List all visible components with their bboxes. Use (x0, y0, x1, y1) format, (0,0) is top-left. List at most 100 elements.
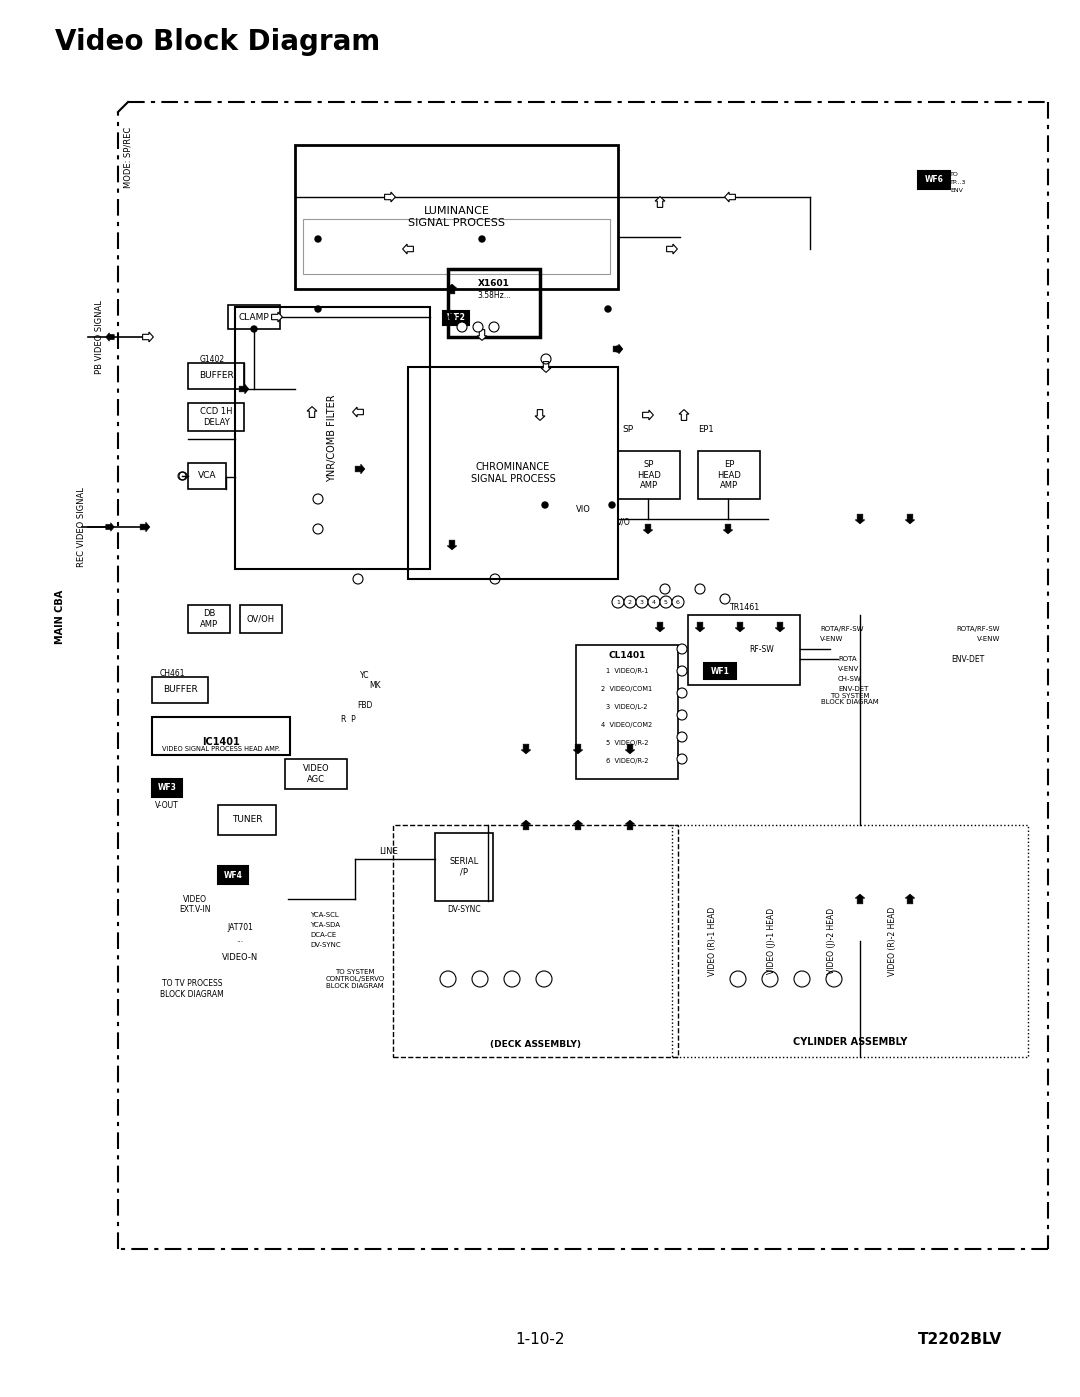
Circle shape (473, 321, 483, 332)
Polygon shape (735, 622, 745, 631)
Polygon shape (643, 411, 653, 420)
Polygon shape (905, 894, 915, 904)
Text: VIDEO-N: VIDEO-N (221, 953, 258, 961)
Circle shape (826, 971, 842, 988)
Text: 1-10-2: 1-10-2 (515, 1331, 565, 1347)
Text: ROTA/RF-SW: ROTA/RF-SW (820, 626, 864, 631)
Bar (152, 717, 291, 754)
Text: EP1: EP1 (698, 425, 714, 433)
Text: FBD: FBD (357, 700, 373, 710)
Circle shape (472, 971, 488, 988)
Circle shape (677, 710, 687, 719)
Text: 3: 3 (640, 599, 644, 605)
Text: 4: 4 (652, 599, 656, 605)
Text: 5: 5 (664, 599, 667, 605)
Polygon shape (541, 362, 551, 373)
Bar (435, 833, 492, 901)
Text: TO: TO (950, 172, 959, 177)
Polygon shape (140, 522, 150, 532)
Polygon shape (656, 622, 665, 631)
Text: CLAMP: CLAMP (239, 313, 269, 321)
Text: VCA: VCA (198, 472, 216, 481)
Text: T2202BLV: T2202BLV (918, 1331, 1002, 1347)
Text: YCA-SCL: YCA-SCL (310, 912, 339, 918)
Text: V-OUT: V-OUT (156, 800, 179, 809)
Polygon shape (625, 820, 635, 830)
Bar (188, 402, 244, 432)
Text: VIO: VIO (576, 504, 591, 514)
Polygon shape (447, 284, 457, 293)
Circle shape (440, 971, 456, 988)
Text: WF3: WF3 (158, 784, 176, 792)
Text: PB VIDEO SIGNAL: PB VIDEO SIGNAL (95, 300, 105, 374)
Polygon shape (679, 409, 689, 420)
Polygon shape (355, 464, 365, 474)
Text: 5  VIDEO/R-2: 5 VIDEO/R-2 (606, 740, 648, 746)
Text: ROTA: ROTA (838, 657, 856, 662)
Polygon shape (573, 745, 583, 754)
Text: MODE: SP/REC: MODE: SP/REC (123, 126, 133, 187)
Text: YC: YC (361, 671, 369, 679)
Text: 3  VIDEO/L-2: 3 VIDEO/L-2 (606, 704, 648, 710)
Circle shape (480, 236, 485, 242)
Polygon shape (535, 409, 545, 420)
Text: TO TV PROCESS
BLOCK DIAGRAM: TO TV PROCESS BLOCK DIAGRAM (160, 979, 224, 999)
Text: OV/OH: OV/OH (247, 615, 275, 623)
Text: R  P: R P (340, 714, 355, 724)
Circle shape (730, 971, 746, 988)
Bar (188, 462, 226, 489)
Text: TUNER: TUNER (232, 816, 262, 824)
Text: VIDEO
AGC: VIDEO AGC (302, 764, 329, 784)
Text: 2: 2 (627, 599, 632, 605)
Bar (576, 645, 678, 780)
Bar (443, 312, 469, 326)
Polygon shape (656, 197, 665, 207)
Bar (188, 363, 244, 388)
Text: Video Block Diagram: Video Block Diagram (55, 28, 380, 56)
Polygon shape (666, 244, 677, 254)
Polygon shape (477, 330, 487, 341)
Text: REC VIDEO SIGNAL: REC VIDEO SIGNAL (78, 488, 86, 567)
Bar (285, 759, 347, 789)
Text: TO SYSTEM
CONTROL/SERVO
BLOCK DIAGRAM: TO SYSTEM CONTROL/SERVO BLOCK DIAGRAM (325, 970, 384, 989)
Circle shape (762, 971, 778, 988)
Text: CH-SW: CH-SW (838, 676, 862, 682)
Text: IC1401: IC1401 (202, 738, 240, 747)
Text: DV-SYNC: DV-SYNC (310, 942, 340, 949)
Bar (188, 605, 230, 633)
Text: JAT701: JAT701 (227, 922, 253, 932)
Circle shape (677, 732, 687, 742)
Text: DV-SYNC: DV-SYNC (447, 905, 481, 915)
Polygon shape (447, 541, 457, 550)
Text: 2  VIDEO/COM1: 2 VIDEO/COM1 (602, 686, 652, 692)
Bar (393, 826, 678, 1058)
Text: CHROMINANCE
SIGNAL PROCESS: CHROMINANCE SIGNAL PROCESS (471, 462, 555, 483)
Bar (295, 145, 618, 289)
Bar (218, 805, 276, 835)
Bar (240, 605, 282, 633)
Text: SP
HEAD
AMP: SP HEAD AMP (637, 460, 661, 490)
Bar (618, 451, 680, 499)
Circle shape (315, 306, 321, 312)
Text: 1  VIDEO/R-1: 1 VIDEO/R-1 (606, 668, 648, 673)
Polygon shape (522, 745, 530, 754)
Text: BUFFER: BUFFER (163, 686, 198, 694)
Text: VIDEO: VIDEO (183, 894, 207, 904)
Circle shape (536, 971, 552, 988)
Text: ROTA/RF-SW: ROTA/RF-SW (957, 626, 1000, 631)
Text: RF-SW: RF-SW (750, 644, 774, 654)
Text: 6: 6 (676, 599, 680, 605)
Polygon shape (522, 820, 530, 830)
Polygon shape (573, 820, 583, 830)
Circle shape (251, 326, 257, 332)
Text: ENV-DET: ENV-DET (838, 686, 868, 692)
Text: EP
HEAD
AMP: EP HEAD AMP (717, 460, 741, 490)
Text: VIDEO (J)-1 HEAD: VIDEO (J)-1 HEAD (768, 908, 777, 974)
Text: EXT.V-IN: EXT.V-IN (179, 905, 211, 915)
Text: 6  VIDEO/R-2: 6 VIDEO/R-2 (606, 759, 648, 764)
Polygon shape (855, 894, 865, 904)
Circle shape (489, 321, 499, 332)
Polygon shape (307, 407, 316, 418)
Bar (918, 170, 950, 189)
Polygon shape (855, 514, 865, 524)
